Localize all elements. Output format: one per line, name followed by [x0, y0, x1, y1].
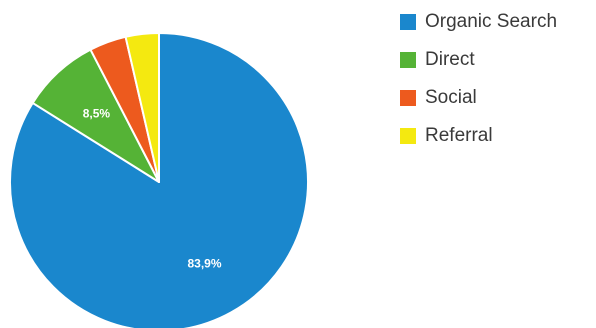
- chart-legend: Organic Search Direct Social Referral: [400, 12, 557, 164]
- legend-item-referral[interactable]: Referral: [400, 126, 557, 145]
- legend-label-organic-search: Organic Search: [425, 11, 558, 32]
- legend-label-referral: Referral: [425, 125, 493, 146]
- legend-swatch-social: [400, 89, 416, 106]
- legend-swatch-organic-search: [400, 13, 416, 30]
- legend-label-direct: Direct: [425, 49, 475, 70]
- pie-slice-referral[interactable]: [124, 32, 160, 183]
- legend-swatch-direct: [400, 51, 416, 68]
- slice-label-direct: 8,5%: [83, 106, 111, 120]
- pie-chart-svg: 83,9% 8,5%: [9, 32, 309, 328]
- legend-label-social: Social: [425, 87, 477, 108]
- legend-item-direct[interactable]: Direct: [400, 50, 557, 69]
- legend-item-organic-search[interactable]: Organic Search: [400, 12, 557, 31]
- legend-swatch-referral: [400, 127, 416, 144]
- slice-label-organic-search: 83,9%: [187, 256, 221, 270]
- legend-item-social[interactable]: Social: [400, 88, 557, 107]
